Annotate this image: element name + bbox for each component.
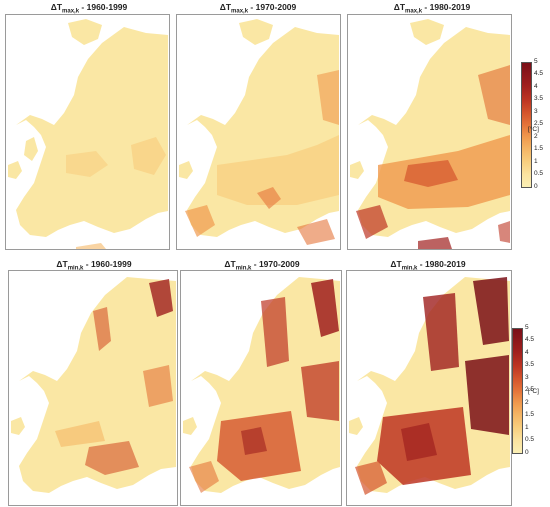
map-europe-shape (183, 277, 340, 493)
panel-title-tmax-1980-2019: ΔTmax,k - 1980-2019 (393, 2, 471, 15)
tick-label: 3 (534, 108, 538, 115)
tick-label: 3.5 (534, 95, 544, 102)
panel-title-tmax-1970-2009: ΔTmax,k - 1970-2009 (219, 2, 297, 15)
tick-label: 1.5 (525, 411, 535, 418)
map-europe-shape (350, 19, 510, 249)
colorbar-unit: [°C] (528, 126, 539, 133)
map-europe-shape (349, 277, 510, 495)
map-europe-shape (8, 19, 168, 249)
map-tmin-1970-2009 (180, 270, 342, 506)
tick-label: 1 (534, 158, 538, 165)
panel-title-tmin-1960-1999: ΔTmin,k - 1960-1999 (56, 259, 132, 272)
tick-label: 1.5 (534, 145, 544, 152)
tick-label: 2.5 (534, 120, 544, 127)
tick-label: 0.5 (534, 170, 544, 177)
tick-label: 4 (525, 349, 529, 356)
tick-label: 2 (525, 399, 529, 406)
colorbar-tmin (512, 328, 523, 454)
tick-label: 2.5 (525, 386, 535, 393)
panel-title-tmin-1970-2009: ΔTmin,k - 1970-2009 (224, 259, 300, 272)
map-europe-shape (11, 277, 176, 493)
tick-label: 1 (525, 424, 529, 431)
panel-title-tmax-1960-1999: ΔTmax,k - 1960-1999 (50, 2, 128, 15)
map-tmax-1980-2019 (347, 14, 512, 250)
map-tmax-1970-2009 (176, 14, 341, 250)
map-tmin-1980-2019 (346, 270, 512, 506)
tick-label: 3 (525, 374, 529, 381)
map-tmax-1960-1999 (5, 14, 170, 250)
tick-label: 0 (534, 183, 538, 190)
tick-label: 0.5 (525, 436, 535, 443)
tick-label: 4.5 (534, 70, 544, 77)
tick-label: 4 (534, 83, 538, 90)
tick-label: 4.5 (525, 336, 535, 343)
colorbar-unit: [°C] (528, 388, 539, 395)
tick-label: 2 (534, 133, 538, 140)
tick-label: 0 (525, 449, 529, 456)
map-tmin-1960-1999 (8, 270, 178, 506)
colorbar-tmax (521, 62, 532, 188)
tick-label: 3.5 (525, 361, 535, 368)
panel-title-tmin-1980-2019: ΔTmin,k - 1980-2019 (390, 259, 466, 272)
map-europe-shape (179, 19, 339, 245)
tick-label: 5 (525, 324, 529, 331)
tick-label: 5 (534, 58, 538, 65)
